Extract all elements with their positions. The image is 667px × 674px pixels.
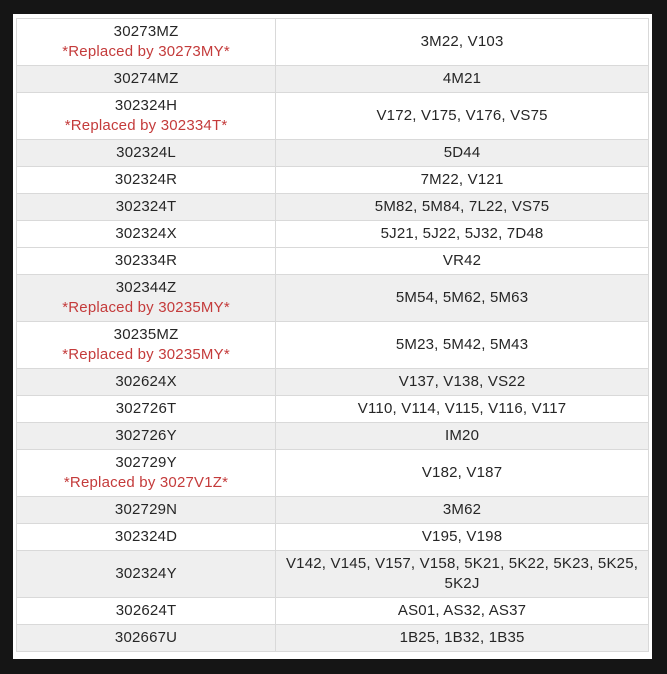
part-number-cell: 302344Z *Replaced by 30235MY* [15, 274, 277, 322]
replaced-note: *Replaced by 3027V1Z* [63, 474, 229, 491]
part-number-cell: 302726T [15, 395, 277, 423]
part-number-cell: 302624X [15, 368, 277, 396]
part-number-cell: 302324T [15, 193, 277, 221]
table-row: 302324Y V142, V145, V157, V158, 5K21, 5K… [15, 550, 649, 598]
table-row: 302324R 7M22, V121 [15, 166, 649, 194]
models-cell: V195, V198 [275, 523, 649, 551]
table-row: 302667U 1B25, 1B32, 1B35 [15, 624, 649, 652]
table-row: 302729N 3M62 [15, 496, 649, 524]
table-row: 302624T AS01, AS32, AS37 [15, 597, 649, 625]
models-cell: V182, V187 [275, 449, 649, 497]
models-cell: 5M54, 5M62, 5M63 [275, 274, 649, 322]
part-number: 302729N [114, 501, 178, 518]
models-cell: IM20 [275, 422, 649, 450]
part-number-cell: 302324L [15, 139, 277, 167]
models-cell: V110, V114, V115, V116, V117 [275, 395, 649, 423]
part-number: 302334R [114, 252, 178, 269]
replaced-note: *Replaced by 30273MY* [62, 43, 230, 60]
table-row: 302726Y IM20 [15, 422, 649, 450]
part-number: 302324D [114, 528, 178, 545]
part-number: 302729Y [115, 454, 177, 471]
part-number: 302324X [115, 225, 177, 242]
models-cell: V172, V175, V176, VS75 [275, 92, 649, 140]
models-cell: V137, V138, VS22 [275, 368, 649, 396]
models-cell: 5M23, 5M42, 5M43 [275, 321, 649, 369]
models-cell: 5D44 [275, 139, 649, 167]
part-number: 302324H [114, 97, 178, 114]
replaced-note: *Replaced by 30235MY* [62, 346, 230, 363]
part-number: 302726T [115, 400, 177, 417]
table-row: 302344Z *Replaced by 30235MY* 5M54, 5M62… [15, 274, 649, 322]
table-row: 30273MZ *Replaced by 30273MY* 3M22, V103 [15, 18, 649, 66]
table-row: 302726T V110, V114, V115, V116, V117 [15, 395, 649, 423]
part-number: 30273MZ [113, 23, 179, 40]
table-row: 302729Y *Replaced by 3027V1Z* V182, V187 [15, 449, 649, 497]
part-number: 302344Z [115, 279, 177, 296]
models-cell: 7M22, V121 [275, 166, 649, 194]
models-cell: V142, V145, V157, V158, 5K21, 5K22, 5K23… [275, 550, 649, 598]
part-number-cell: 30274MZ [15, 65, 277, 93]
table-row: 302334R VR42 [15, 247, 649, 275]
part-number: 302726Y [115, 427, 177, 444]
parts-table-container: 30273MZ *Replaced by 30273MY* 3M22, V103… [13, 14, 652, 659]
part-number-cell: 302324X [15, 220, 277, 248]
table-row: 302324L 5D44 [15, 139, 649, 167]
part-number-cell: 302334R [15, 247, 277, 275]
models-cell: VR42 [275, 247, 649, 275]
part-number-cell: 302726Y [15, 422, 277, 450]
models-cell: 5J21, 5J22, 5J32, 7D48 [275, 220, 649, 248]
part-number-cell: 302729N [15, 496, 277, 524]
part-number: 30274MZ [113, 70, 179, 87]
part-number-cell: 302624T [15, 597, 277, 625]
part-number-cell: 302667U [15, 624, 277, 652]
table-row: 302324D V195, V198 [15, 523, 649, 551]
part-number: 302324R [114, 171, 178, 188]
part-number-cell: 302324Y [15, 550, 277, 598]
table-row: 302324H *Replaced by 302334T* V172, V175… [15, 92, 649, 140]
part-number: 30235MZ [113, 326, 179, 343]
table-row: 302324T 5M82, 5M84, 7L22, VS75 [15, 193, 649, 221]
part-number: 302667U [114, 629, 178, 646]
parts-cross-reference-table: 30273MZ *Replaced by 30273MY* 3M22, V103… [15, 18, 649, 652]
table-row: 302624X V137, V138, VS22 [15, 368, 649, 396]
part-number: 302324L [116, 144, 176, 161]
replaced-note: *Replaced by 302334T* [64, 117, 228, 134]
part-number: 302324Y [115, 565, 177, 582]
table-row: 30235MZ *Replaced by 30235MY* 5M23, 5M42… [15, 321, 649, 369]
parts-table-body: 30273MZ *Replaced by 30273MY* 3M22, V103… [15, 18, 649, 652]
models-cell: 1B25, 1B32, 1B35 [275, 624, 649, 652]
replaced-note: *Replaced by 30235MY* [62, 299, 230, 316]
part-number-cell: 30273MZ *Replaced by 30273MY* [15, 18, 277, 66]
part-number: 302624X [115, 373, 177, 390]
part-number-cell: 302324H *Replaced by 302334T* [15, 92, 277, 140]
models-cell: 4M21 [275, 65, 649, 93]
models-cell: 5M82, 5M84, 7L22, VS75 [275, 193, 649, 221]
table-row: 302324X 5J21, 5J22, 5J32, 7D48 [15, 220, 649, 248]
part-number: 302624T [115, 602, 177, 619]
part-number: 302324T [115, 198, 177, 215]
models-cell: 3M22, V103 [275, 18, 649, 66]
part-number-cell: 302729Y *Replaced by 3027V1Z* [15, 449, 277, 497]
part-number-cell: 30235MZ *Replaced by 30235MY* [15, 321, 277, 369]
models-cell: AS01, AS32, AS37 [275, 597, 649, 625]
models-cell: 3M62 [275, 496, 649, 524]
part-number-cell: 302324D [15, 523, 277, 551]
part-number-cell: 302324R [15, 166, 277, 194]
table-row: 30274MZ 4M21 [15, 65, 649, 93]
